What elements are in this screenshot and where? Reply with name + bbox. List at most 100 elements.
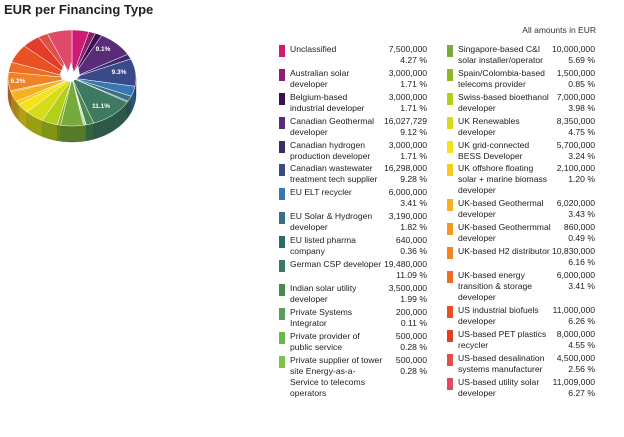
legend-entry: Private provider of public service 500,00…: [279, 331, 429, 353]
legend-amount: 3,000,000: [388, 91, 427, 102]
legend-swatch: [447, 140, 453, 153]
legend-values: 500,000 0.28 %: [396, 355, 427, 377]
legend-swatch: [279, 212, 285, 225]
legend-entry: Australian solar developer 3,000,000 1.71 …: [279, 68, 429, 90]
legend-percent: 1.99 %: [400, 293, 427, 304]
legend-entry: Belgium-based industrial developer 3,000,…: [279, 92, 429, 114]
legend-entry: UK Renewables developer 8,350,000 4.75 %: [447, 116, 597, 138]
legend-swatch: [279, 283, 285, 296]
legend-amount: 6,020,000: [556, 198, 595, 209]
legend-percent: 6.16 %: [568, 257, 595, 268]
legend-swatch: [279, 331, 285, 344]
legend-values: 6,020,000 3.43 %: [557, 198, 595, 220]
pie-slice[interactable]: [73, 35, 129, 77]
legend-label: Private provider of public service: [290, 330, 360, 352]
legend-values: 640,000 0.36 %: [396, 235, 427, 257]
legend-swatch: [447, 329, 453, 342]
pie-slice[interactable]: [47, 29, 73, 76]
legend-label: US-based desalination systems manufactur…: [458, 352, 545, 374]
legend-amount: 3,500,000: [388, 282, 427, 293]
legend-swatch: [447, 116, 453, 129]
legend-values: 11,000,000 6.26 %: [553, 305, 595, 327]
legend-values: 10,830,000 6.16 %: [552, 246, 595, 268]
legend-amount: 10,830,000: [551, 246, 595, 257]
legend-values: 16,027,729 9.12 %: [384, 116, 427, 138]
legend-values: 10,000,000 5.69 %: [552, 44, 595, 66]
legend-percent: 0.28 %: [400, 365, 427, 376]
legend-label: UK grid-connected BESS Developer: [458, 139, 530, 161]
legend-amount: 1,500,000: [556, 67, 595, 78]
legend-entry: Private Systems Integrator 200,000 0.11 %: [279, 307, 429, 329]
legend-amount: 7,000,000: [556, 91, 595, 102]
legend-label: UK Renewables developer: [458, 115, 520, 137]
legend-percent: 1.71 %: [400, 102, 427, 113]
legend-values: 6,000,000 3.41 %: [389, 187, 427, 209]
legend-label: German CSP developer: [290, 259, 382, 270]
legend-percent: 9.28 %: [400, 174, 427, 185]
legend-swatch: [279, 140, 285, 153]
legend-swatch: [279, 236, 285, 249]
legend-amount: 10,000,000: [551, 44, 595, 54]
legend-values: 3,000,000 1.71 %: [389, 140, 427, 162]
legend-percent: 3.98 %: [568, 102, 595, 113]
legend-label: EU ELT recycler: [290, 187, 352, 198]
legend-entry: Singapore-based C&I solar installer/oper…: [447, 44, 597, 66]
legend-values: 7,500,000 4.27 %: [389, 44, 427, 66]
legend-label: Private Systems Integrator: [290, 306, 353, 328]
legend-percent: 0.36 %: [400, 246, 427, 257]
legend-percent: 0.28 %: [400, 341, 427, 352]
legend-percent: 3.24 %: [568, 150, 595, 161]
legend-entry: UK-based Geothermmal developer 860,000 0.4…: [447, 222, 597, 244]
legend-values: 5,700,000 3.24 %: [557, 140, 595, 162]
pie-percent-label: 6.2%: [11, 78, 26, 85]
pie-slice-side: [85, 122, 94, 142]
legend-swatch: [279, 92, 285, 105]
legend-amount: 200,000: [395, 306, 427, 317]
legend-entry: EU ELT recycler 6,000,000 3.41 %: [279, 187, 429, 209]
legend-label: US-based PET plastics recycler: [458, 328, 547, 350]
legend-percent: 4.27 %: [400, 55, 427, 65]
legend-label: Indian solar utility developer: [290, 282, 357, 304]
legend-entry: US industrial biofuels developer 11,000,0…: [447, 305, 597, 327]
legend-label: Canadian hydrogen production developer: [290, 139, 371, 161]
legend-amount: 860,000: [563, 222, 595, 233]
legend-amount: 500,000: [395, 354, 427, 365]
pie-side-walls: [7, 77, 137, 143]
legend-amount: 7,500,000: [388, 44, 427, 54]
legend-values: 11,009,000 6.27 %: [553, 377, 595, 399]
legend-label: Australian solar developer: [290, 67, 350, 89]
pie-percent-label: 9.3%: [112, 69, 127, 76]
legend-percent: 2.56 %: [568, 363, 595, 374]
legend-entry: Unclassified 7,500,000 4.27 %: [279, 44, 429, 66]
legend-swatch: [447, 45, 453, 57]
legend-label: Unclassified: [290, 44, 337, 54]
legend-values: 3,000,000 1.71 %: [389, 68, 427, 90]
pie-slice-side: [57, 124, 61, 142]
legend-percent: 1.71 %: [400, 78, 427, 89]
legend-values: 7,000,000 3.98 %: [557, 92, 595, 114]
legend-swatch: [279, 260, 285, 273]
legend-percent: 1.20 %: [568, 174, 595, 185]
legend-left-column: Unclassified 7,500,000 4.27 % Australian so…: [279, 44, 429, 400]
legend-amount: 11,009,000: [552, 376, 595, 387]
legend-entry: Swiss-based bioethanol developer 7,000,00…: [447, 92, 597, 114]
legend-values: 500,000 0.28 %: [396, 331, 427, 353]
legend-entry: UK-based energy transition & storage dev…: [447, 270, 597, 303]
legend-swatch: [447, 353, 453, 366]
legend-entry: US-based desalination systems manufactur…: [447, 353, 597, 375]
legend-right-column: Singapore-based C&I solar installer/oper…: [447, 44, 597, 400]
legend-label: UK-based H2 distributor: [458, 246, 550, 257]
legend-entry: German CSP developer 19,480,000 11.09 %: [279, 259, 429, 281]
pie-slice[interactable]: [75, 58, 137, 87]
legend-swatch: [279, 355, 285, 368]
legend-values: 19,480,000 11.09 %: [384, 259, 427, 281]
legend-amount: 16,298,000: [383, 163, 427, 174]
pie-chart: 9.1% 9.3% 11.1% 6.2%: [7, 29, 137, 143]
legend-swatch: [447, 377, 453, 390]
legend-entry: UK-based Geothermal developer 6,020,000 3.…: [447, 198, 597, 220]
legend-percent: 4.55 %: [568, 339, 595, 350]
legend-percent: 11.09 %: [396, 270, 427, 281]
legend-values: 1,500,000 0.85 %: [557, 68, 595, 90]
pie-slice[interactable]: [72, 79, 128, 124]
legend-amount: 5,700,000: [556, 139, 595, 150]
